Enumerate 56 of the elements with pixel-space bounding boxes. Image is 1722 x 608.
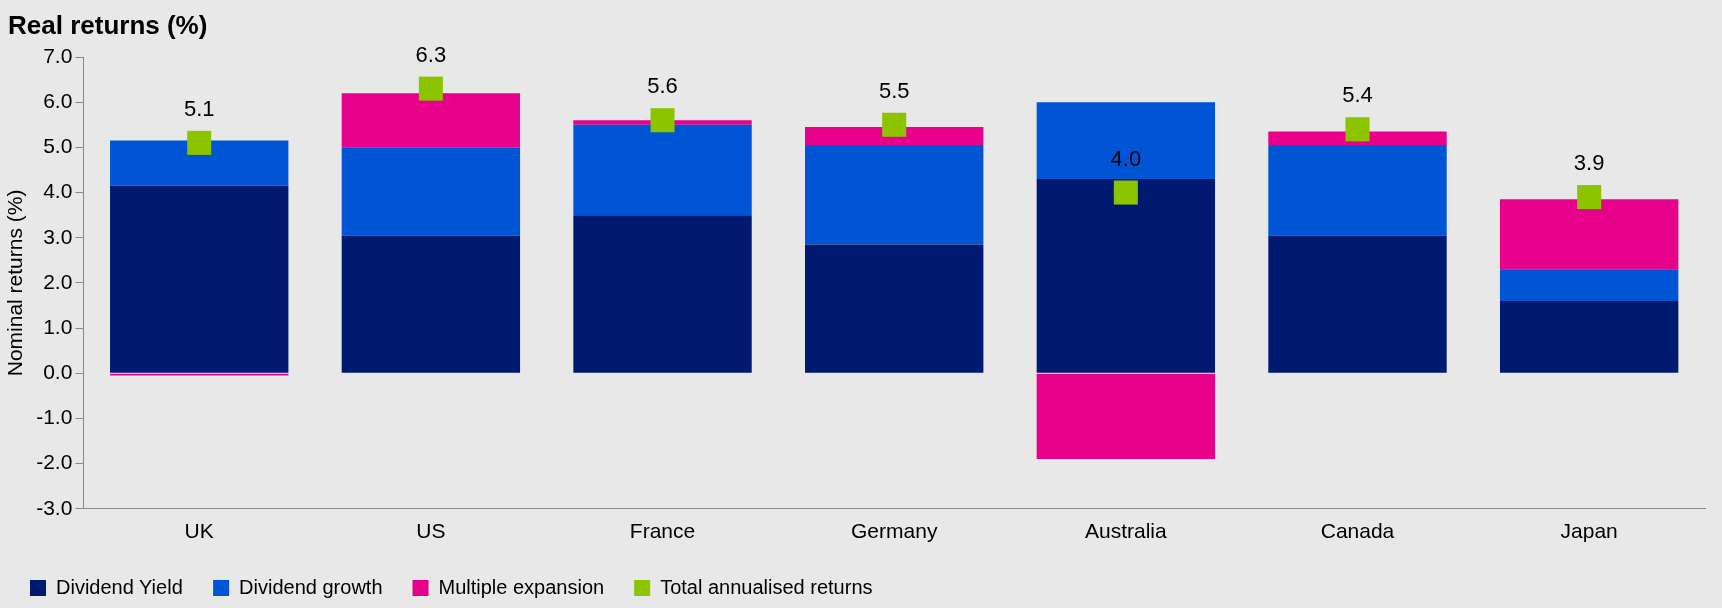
bar <box>1499 269 1679 301</box>
point <box>882 112 907 137</box>
data-label: 6.3 <box>415 41 447 67</box>
bar <box>1036 373 1216 460</box>
y-tick-label: -2.0 <box>36 450 73 474</box>
legend-label: Dividend Yield <box>56 575 183 598</box>
bar <box>805 127 984 146</box>
chart-title: Real returns (%) <box>8 10 208 41</box>
y-axis-title: Nominal returns (%) <box>3 189 27 377</box>
y-tick-label: 2.0 <box>43 269 73 293</box>
data-label: 4.0 <box>1110 145 1142 171</box>
bar <box>805 145 984 245</box>
bar <box>805 244 984 373</box>
x-tick-label: UK <box>184 519 214 543</box>
x-tick-label: Japan <box>1560 519 1618 543</box>
point <box>187 130 212 155</box>
bar <box>1499 300 1679 373</box>
bar <box>1268 235 1447 373</box>
bar <box>1036 102 1216 179</box>
y-tick-label: 5.0 <box>43 134 73 158</box>
point <box>1345 117 1370 142</box>
bar <box>110 185 289 373</box>
bar <box>573 215 752 373</box>
x-tick-label: Canada <box>1320 519 1395 543</box>
bar <box>341 235 521 373</box>
data-label: 5.1 <box>183 95 215 121</box>
y-tick-label: 1.0 <box>43 314 73 338</box>
point <box>1577 185 1602 210</box>
x-tick-label: Germany <box>851 519 938 543</box>
x-tick-label: France <box>629 519 696 543</box>
data-label: 5.4 <box>1342 82 1373 108</box>
point <box>1113 180 1138 205</box>
y-tick-label: 7.0 <box>43 43 73 67</box>
bar <box>110 140 289 186</box>
point <box>650 108 675 133</box>
y-tick-label: 6.0 <box>43 88 73 112</box>
y-tick-label: 0.0 <box>43 360 73 384</box>
bar <box>1036 178 1216 373</box>
data-label: 3.9 <box>1573 150 1605 176</box>
x-tick-label: US <box>416 519 446 543</box>
bar <box>341 93 521 148</box>
data-label: 5.6 <box>647 73 678 99</box>
legend-label: Multiple expansion <box>438 575 605 598</box>
y-tick-label: 3.0 <box>43 224 73 248</box>
point <box>418 76 443 101</box>
y-tick-label: -3.0 <box>36 495 73 519</box>
y-tick-label: 4.0 <box>43 179 73 203</box>
data-label: 5.5 <box>878 77 910 103</box>
bar <box>1499 199 1679 270</box>
bar <box>573 124 752 216</box>
legend-label: Total annualised returns <box>660 575 873 598</box>
bar <box>1268 145 1447 236</box>
bar <box>341 147 521 236</box>
x-tick-label: Australia <box>1085 519 1168 543</box>
y-tick-label: -1.0 <box>36 405 73 429</box>
legend-label: Dividend growth <box>239 575 383 598</box>
